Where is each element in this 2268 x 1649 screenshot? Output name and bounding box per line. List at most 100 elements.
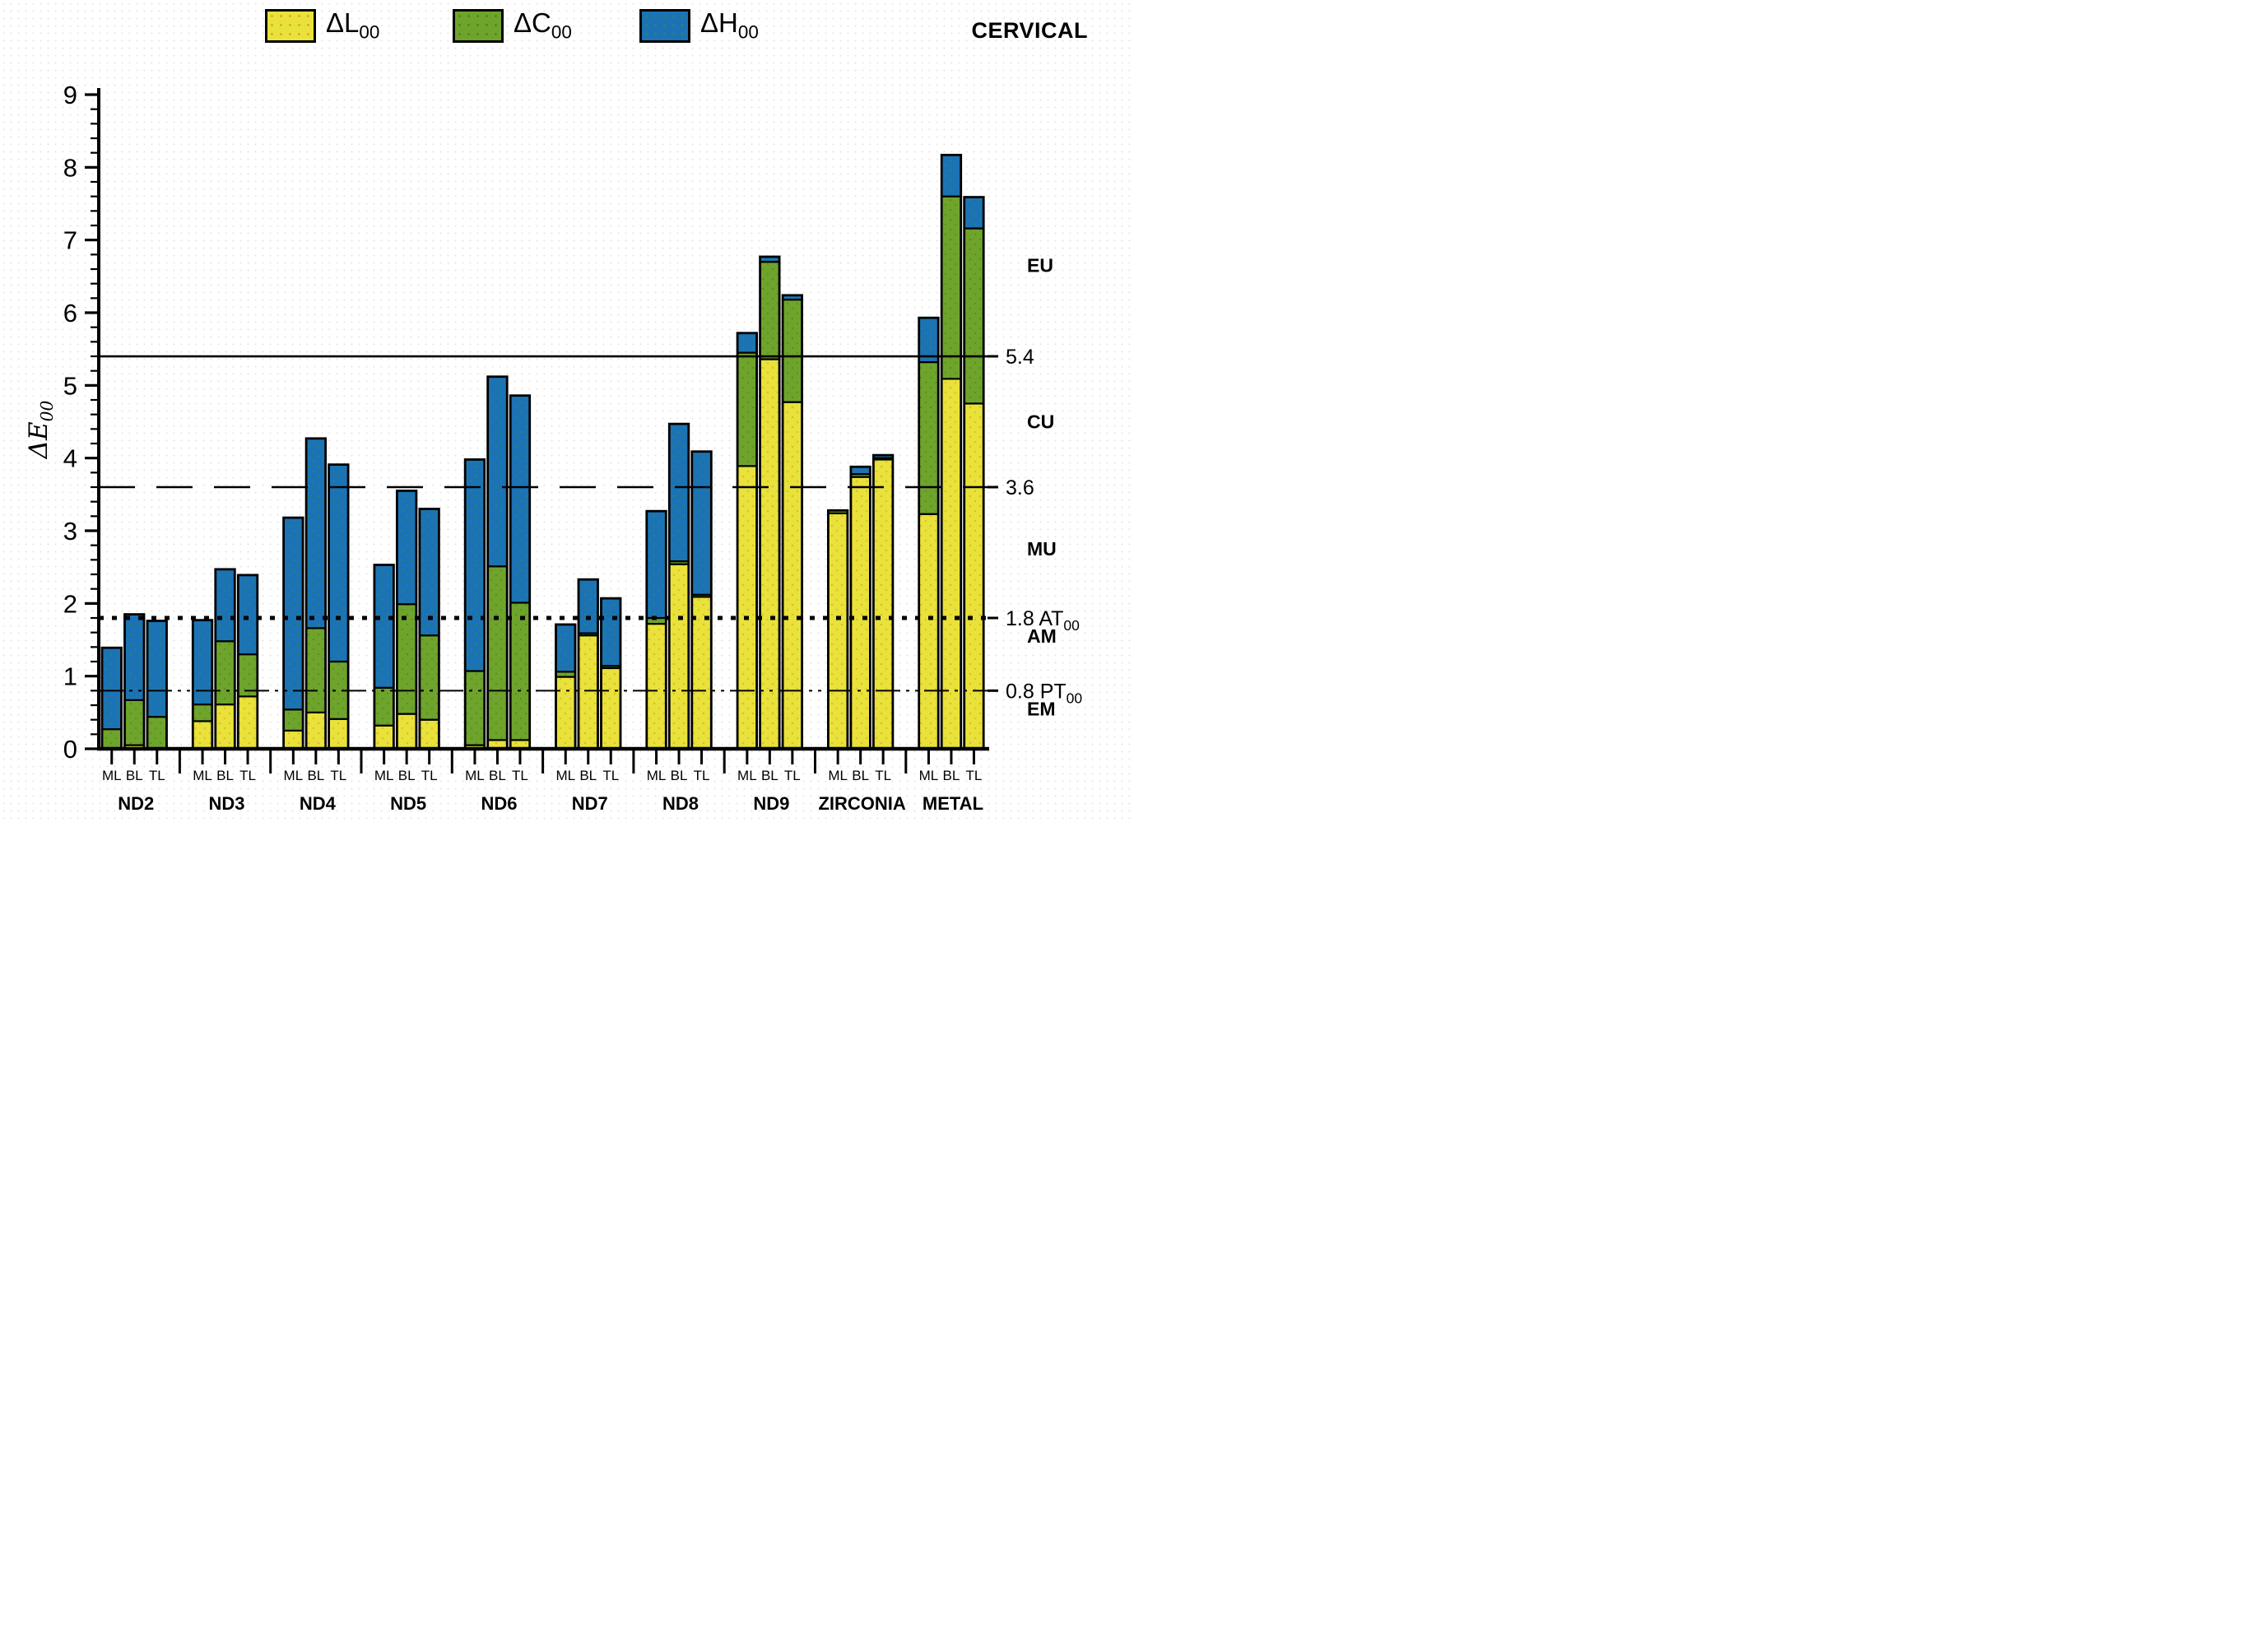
- bar-segment-nd4-tl-dH00: [328, 463, 350, 663]
- zone-label-eu: EU: [1027, 255, 1053, 276]
- bar-segment-nd5-ml-dL00: [373, 724, 395, 750]
- y-tick-label: 0: [63, 735, 77, 764]
- x-bar-label: ML: [647, 768, 667, 783]
- x-group-label-nd8: ND8: [662, 793, 699, 814]
- bar-segment-nd8-bl-dL00: [668, 563, 690, 750]
- bar-segment-nd7-bl-dL00: [577, 634, 599, 750]
- x-group-label-metal: METAL: [923, 793, 983, 814]
- x-bar-label: TL: [239, 768, 256, 783]
- bar-segment-nd3-bl-dL00: [214, 704, 236, 750]
- bar-segment-nd9-ml-dH00: [736, 332, 758, 354]
- bar-segment-nd2-bl-dH00: [123, 613, 146, 701]
- x-bar-label: TL: [784, 768, 801, 783]
- bar-segment-zirconia-tl-dL00: [872, 458, 895, 750]
- bar-segment-nd9-ml-dL00: [736, 465, 758, 750]
- legend-label: ΔH00: [700, 7, 759, 43]
- bar-segment-nd2-tl-dC00: [146, 716, 168, 750]
- x-bar-label: BL: [216, 768, 234, 783]
- x-bar-label: BL: [943, 768, 960, 783]
- bar-segment-nd4-bl-dL00: [305, 711, 327, 750]
- legend-item-dC00: ΔC00: [453, 7, 572, 43]
- x-group-label-nd2: ND2: [118, 793, 154, 814]
- bar-segment-nd6-tl-dC00: [509, 602, 531, 741]
- bar-segment-nd7-ml-dL00: [555, 676, 577, 750]
- y-tick-label: 1: [63, 662, 77, 691]
- bar-segment-nd5-tl-dC00: [418, 634, 440, 721]
- y-tick-label: 7: [63, 226, 77, 255]
- figure: ΔL00 ΔC00 ΔH00 CERVICAL ΔE00 5.4 3.6 1.8 AT0…: [0, 0, 1134, 824]
- bar-segment-nd6-tl-dH00: [509, 394, 531, 604]
- x-bar-label: ML: [919, 768, 939, 783]
- x-bar-label: TL: [875, 768, 891, 783]
- x-bar-label: TL: [149, 768, 165, 783]
- bar-segment-nd6-bl-dC00: [486, 565, 509, 741]
- x-bar-label: ML: [284, 768, 304, 783]
- bar-segment-nd3-bl-dC00: [214, 640, 236, 706]
- bar-segment-nd6-bl-dH00: [486, 375, 509, 568]
- x-bar-label: BL: [579, 768, 597, 783]
- bar-segment-nd8-tl-dH00: [690, 450, 713, 596]
- x-group-label-nd9: ND9: [753, 793, 789, 814]
- bar-segment-nd2-ml-dC00: [100, 728, 123, 750]
- bar-segment-nd5-bl-dH00: [396, 490, 417, 606]
- x-bar-label: TL: [330, 768, 346, 783]
- y-tick-label: 3: [63, 517, 77, 546]
- figure-title: CERVICAL: [971, 18, 1088, 43]
- y-tick-label: 4: [63, 444, 77, 473]
- bar-segment-metal-tl-dH00: [963, 196, 985, 230]
- x-bar-label: BL: [126, 768, 143, 783]
- bar-segment-nd5-ml-dC00: [373, 686, 395, 727]
- x-bar-label: TL: [421, 768, 438, 783]
- bar-segment-nd4-bl-dC00: [305, 627, 327, 713]
- bar-segment-nd3-ml-dC00: [192, 704, 213, 722]
- bar-segment-nd7-tl-dL00: [600, 667, 622, 750]
- x-bar-label: ML: [737, 768, 757, 783]
- bar-segment-nd6-ml-dC00: [464, 670, 486, 746]
- bar-segment-nd3-ml-dH00: [192, 619, 213, 706]
- y-tick-label: 6: [63, 299, 77, 327]
- bar-segment-nd3-tl-dH00: [237, 574, 258, 656]
- bar-segment-nd4-tl-dL00: [328, 718, 350, 750]
- bar-segment-nd3-tl-dL00: [237, 695, 258, 750]
- bar-segment-nd4-ml-dH00: [282, 517, 304, 711]
- zone-label-am: AM: [1027, 625, 1057, 647]
- bar-segment-nd4-ml-dC00: [282, 708, 304, 732]
- plot-area: 5.4 3.6 1.8 AT00 0.8 PT00 EU CU MU AM EM 0 1 2 3 4 5 6 7…: [63, 81, 1083, 814]
- legend-label: ΔC00: [514, 7, 572, 43]
- x-bar-label: BL: [489, 768, 506, 783]
- x-bar-label: TL: [512, 768, 528, 783]
- x-bar-label: TL: [694, 768, 710, 783]
- bar-segment-metal-ml-dC00: [918, 360, 940, 515]
- bar-segment-nd5-bl-dC00: [396, 603, 417, 715]
- bar-segment-metal-tl-dC00: [963, 227, 985, 405]
- x-group-label-nd6: ND6: [481, 793, 517, 814]
- bar-segment-nd2-bl-dC00: [123, 699, 146, 746]
- bar-segment-nd5-tl-dL00: [418, 718, 440, 750]
- zone-label-cu: CU: [1027, 411, 1054, 433]
- legend-item-dL00: ΔL00: [265, 7, 380, 43]
- bar-segment-nd4-bl-dH00: [305, 437, 327, 629]
- x-bar-label: BL: [761, 768, 778, 783]
- x-bar-label: ML: [465, 768, 485, 783]
- bar-segment-nd5-bl-dL00: [396, 713, 417, 750]
- zone-label-em: EM: [1027, 698, 1056, 719]
- bar-segment-nd7-bl-dH00: [577, 578, 599, 634]
- x-group-label-nd3: ND3: [209, 793, 245, 814]
- bar-segment-zirconia-ml-dL00: [827, 512, 849, 750]
- reference-label-3.6: 3.6: [1006, 476, 1034, 499]
- legend-label: ΔL00: [326, 7, 380, 43]
- bar-segment-nd3-ml-dL00: [192, 720, 213, 750]
- y-tick-label: 5: [63, 371, 77, 400]
- bar-segment-nd9-tl-dC00: [781, 299, 803, 403]
- x-group-label-nd7: ND7: [572, 793, 608, 814]
- legend: ΔL00 ΔC00 ΔH00: [0, 7, 1134, 46]
- legend-swatch-dH00: [639, 8, 690, 43]
- y-tick-label: 8: [63, 153, 77, 182]
- y-tick-label: 2: [63, 589, 77, 618]
- bar-segment-nd6-ml-dH00: [464, 458, 486, 672]
- x-bar-label: ML: [555, 768, 575, 783]
- reference-label-0.8: 0.8 PT00: [1006, 680, 1082, 706]
- bar-segment-nd8-ml-dH00: [645, 510, 667, 620]
- legend-swatch-dL00: [265, 8, 316, 43]
- bar-segment-nd5-ml-dH00: [373, 564, 395, 689]
